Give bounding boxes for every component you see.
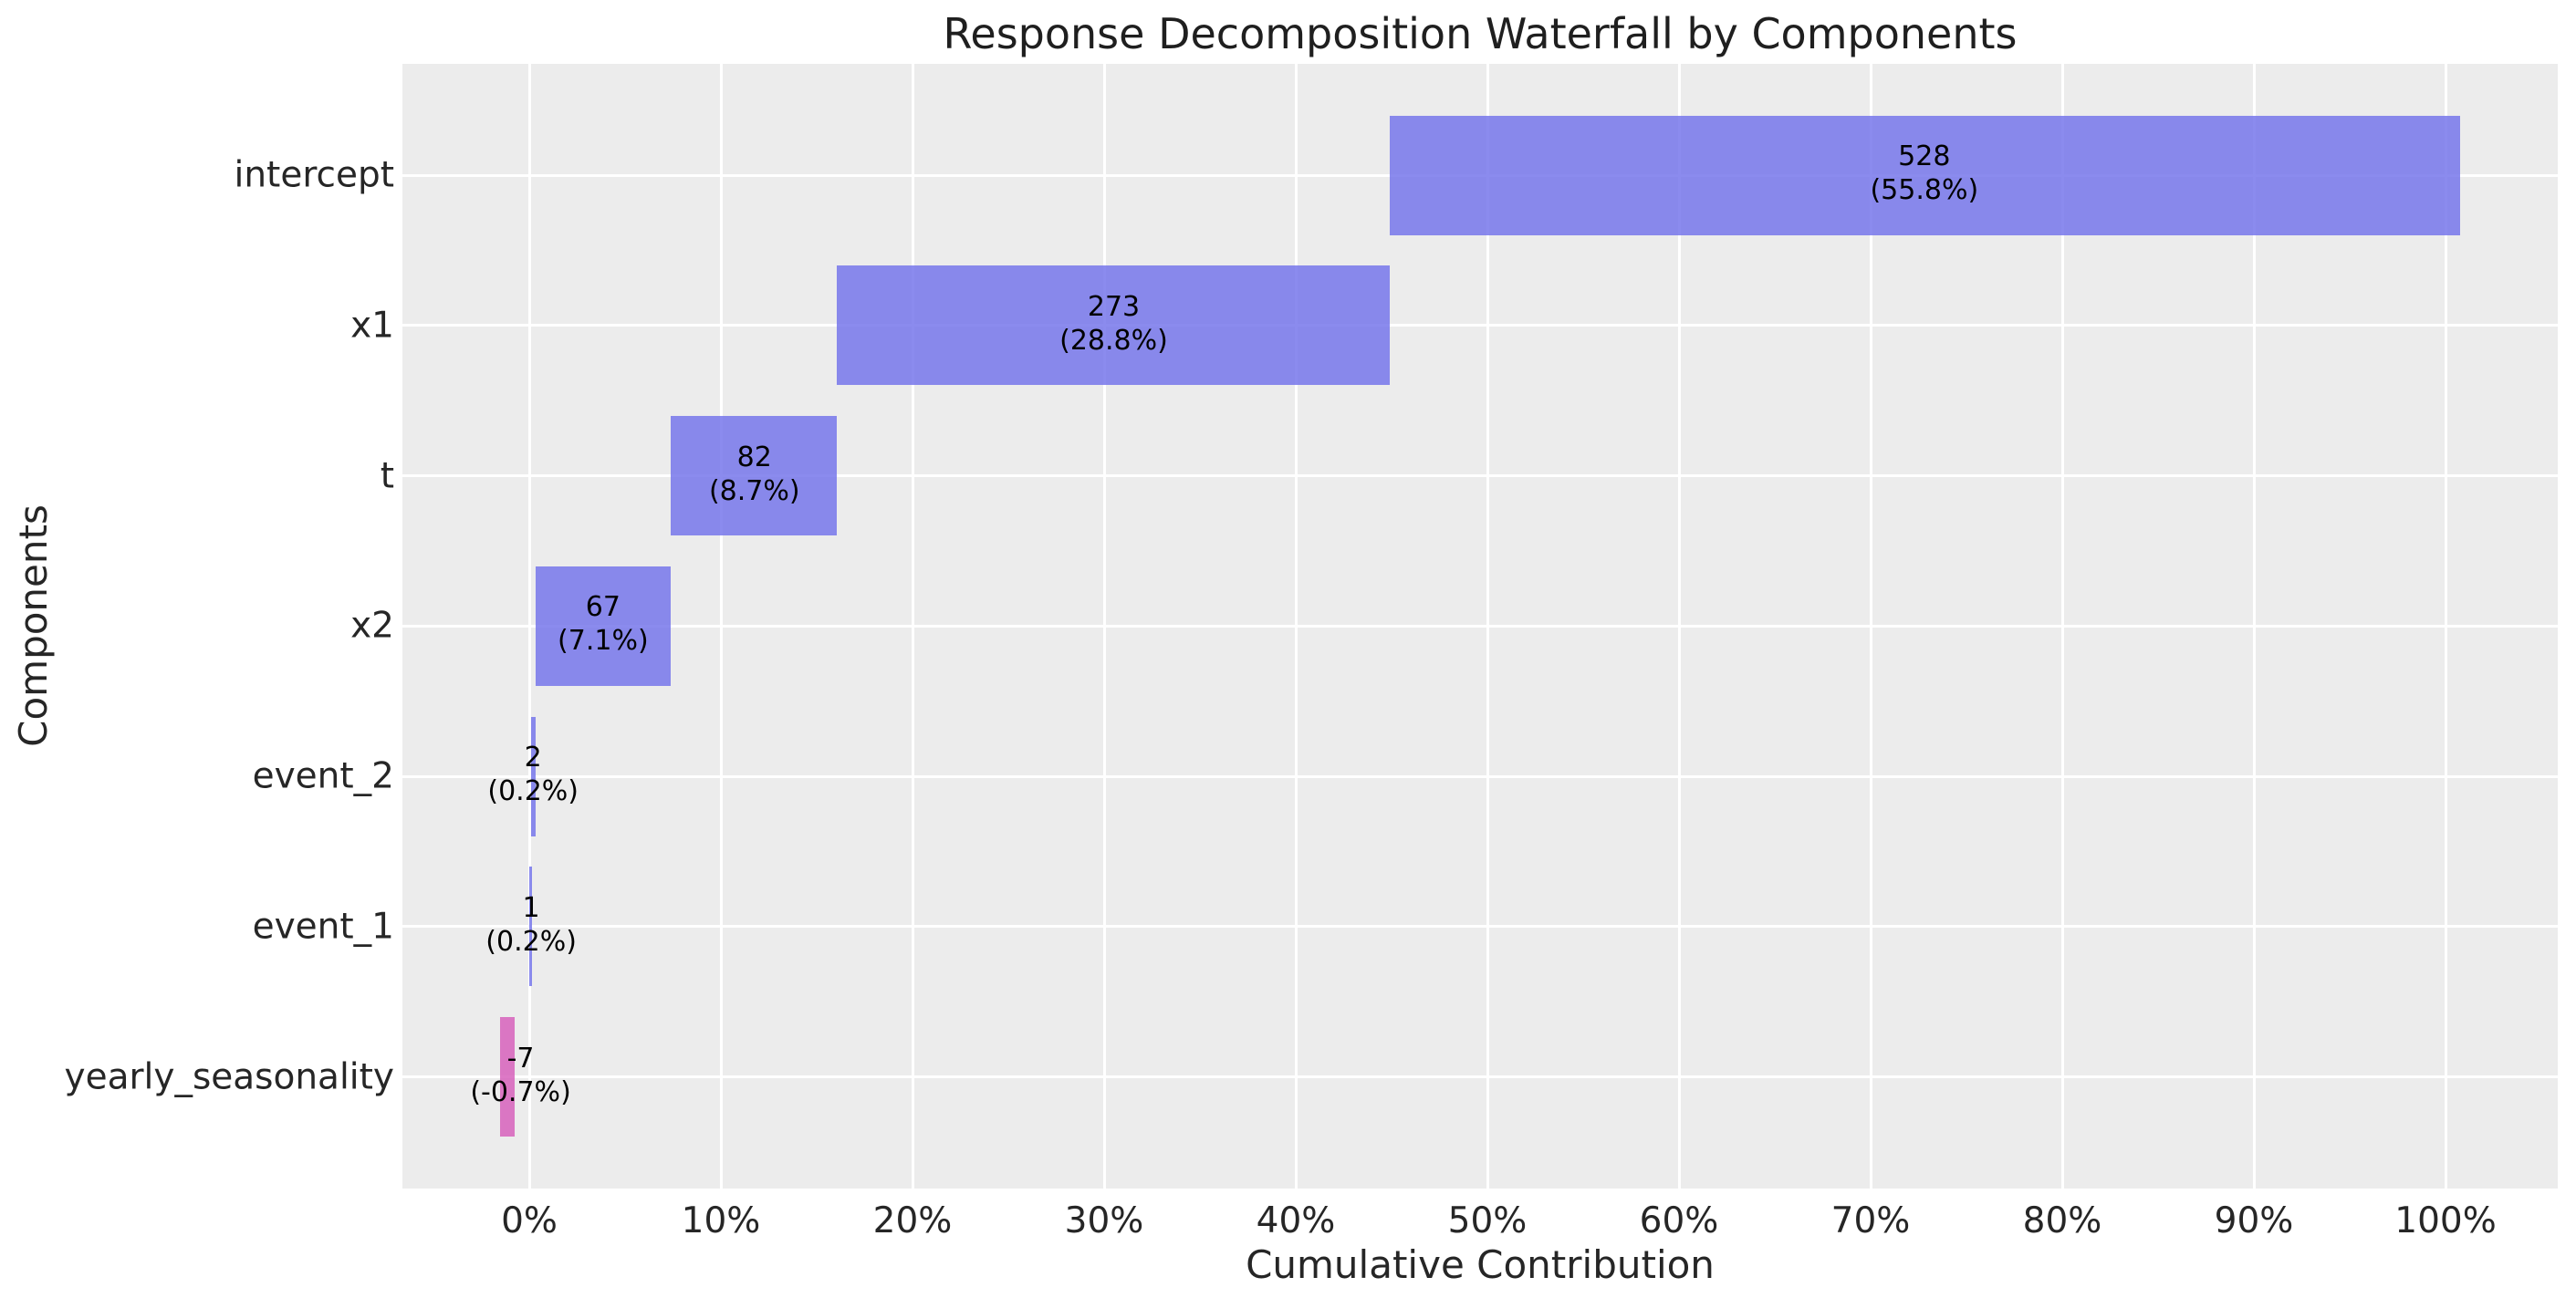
x-tick-60%: 60% xyxy=(1639,1200,1719,1241)
bar-label-x2: 67 (7.1%) xyxy=(558,590,649,658)
bar-x2 xyxy=(535,566,672,686)
bar-event_1 xyxy=(529,867,532,987)
bar-percent-x1: (28.8%) xyxy=(1059,324,1168,357)
bar-label-x1: 273 (28.8%) xyxy=(1059,290,1168,358)
bar-value-x2: 67 xyxy=(585,591,621,624)
bar-event_2 xyxy=(531,716,536,836)
bar-label-intercept: 528 (55.8%) xyxy=(1870,140,1978,207)
bar-percent-x2: (7.1%) xyxy=(558,625,649,658)
bar-percent-event_1: (0.2%) xyxy=(485,925,577,958)
bar-label-yearly_seasonality: -7 (-0.7%) xyxy=(470,1042,570,1109)
x-tick-30%: 30% xyxy=(1064,1200,1144,1241)
x-tick-10%: 10% xyxy=(681,1200,761,1241)
bar-percent-yearly_seasonality: (-0.7%) xyxy=(470,1075,571,1108)
gridline-y-x2 xyxy=(402,624,2558,628)
bar-value-event_2: 2 xyxy=(524,742,542,774)
bar-percent-t: (8.7%) xyxy=(708,474,800,507)
y-axis-label-text: Components xyxy=(11,504,56,747)
x-tick-80%: 80% xyxy=(2022,1200,2102,1241)
bar-yearly_seasonality xyxy=(500,1017,516,1137)
x-tick-20%: 20% xyxy=(872,1200,953,1241)
bar-percent-event_2: (0.2%) xyxy=(487,775,579,807)
bar-label-event_2: 2 (0.2%) xyxy=(487,741,579,808)
x-axis-label: Cumulative Contribution xyxy=(1246,1242,1715,1287)
y-tick-event_2: event_2 xyxy=(252,755,394,797)
y-tick-event_1: event_1 xyxy=(252,906,394,948)
bar-label-t: 82 (8.7%) xyxy=(709,441,800,508)
gridline-y-x1 xyxy=(402,324,2558,327)
y-tick-yearly_seasonality: yearly_seasonality xyxy=(64,1056,394,1097)
x-tick-40%: 40% xyxy=(1256,1200,1336,1241)
plot-area: 528 (55.8%) 273 (28.8%) 82 (8.7%) 67 (7.1%) 2 (0.… xyxy=(402,64,2558,1189)
bar-value-yearly_seasonality: -7 xyxy=(506,1042,535,1075)
x-tick-50%: 50% xyxy=(1447,1200,1528,1241)
chart-title: Response Decomposition Waterfall by Comp… xyxy=(943,9,2018,58)
bar-value-event_1: 1 xyxy=(522,891,540,924)
y-tick-intercept: intercept xyxy=(234,154,395,196)
x-tick-0%: 0% xyxy=(501,1200,558,1241)
y-tick-x1: x1 xyxy=(350,305,394,347)
bar-percent-intercept: (55.8%) xyxy=(1870,174,1979,206)
bar-label-event_1: 1 (0.2%) xyxy=(485,891,577,959)
y-tick-x2: x2 xyxy=(350,605,394,647)
bar-value-t: 82 xyxy=(736,441,772,473)
bar-value-x1: 273 xyxy=(1087,290,1141,323)
gridline-y-yearly_seasonality xyxy=(402,1075,2558,1078)
y-tick-t: t xyxy=(380,455,394,496)
x-tick-100%: 100% xyxy=(2394,1200,2497,1241)
gridline-y-t xyxy=(402,474,2558,477)
bar-x1 xyxy=(837,265,1390,386)
gridline-y-event_2 xyxy=(402,774,2558,778)
x-tick-90%: 90% xyxy=(2214,1200,2294,1241)
bar-t xyxy=(671,416,838,535)
x-tick-70%: 70% xyxy=(1830,1200,1911,1241)
bar-value-intercept: 528 xyxy=(1898,140,1951,172)
bar-intercept xyxy=(1389,115,2460,235)
gridline-y-event_1 xyxy=(402,925,2558,929)
y-axis-label: Components xyxy=(11,383,56,747)
